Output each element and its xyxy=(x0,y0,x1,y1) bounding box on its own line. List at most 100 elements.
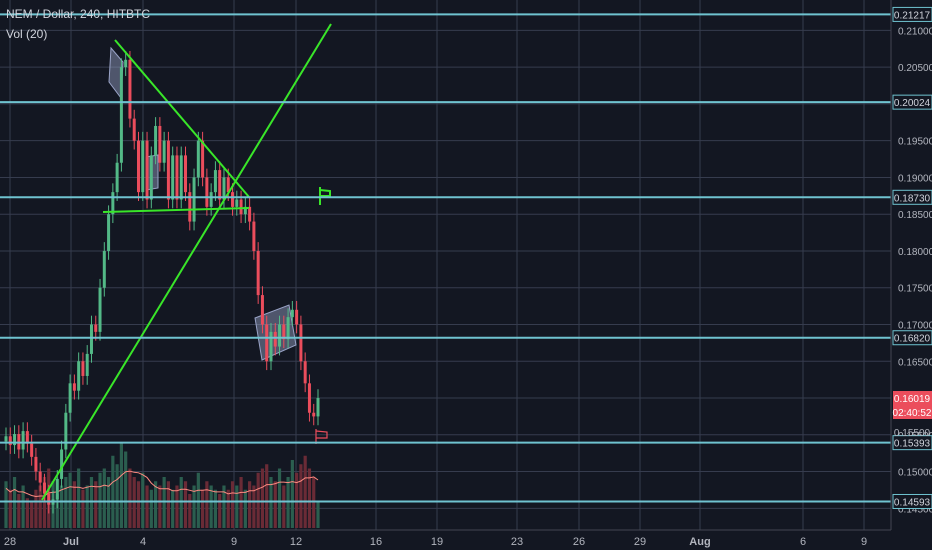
volume-bar xyxy=(282,485,286,528)
candle-body xyxy=(81,361,85,376)
candle-body xyxy=(107,214,111,251)
volume-bar xyxy=(209,485,213,528)
candle-body xyxy=(119,67,123,163)
trendline-base[interactable] xyxy=(102,207,250,213)
flag-marker-green[interactable] xyxy=(319,187,331,205)
volume-bar xyxy=(179,477,183,528)
volume-bar xyxy=(85,485,89,528)
volume-bar xyxy=(222,485,226,528)
candle-body xyxy=(256,250,260,296)
volume-bar xyxy=(303,455,307,528)
candle-body xyxy=(201,140,205,178)
time-tick-label: 26 xyxy=(573,536,585,548)
candle-body xyxy=(30,443,34,457)
volume-bar xyxy=(119,443,123,528)
flag-marker-red[interactable] xyxy=(315,429,328,444)
candle-body xyxy=(252,221,256,251)
drawing-trendlines[interactable] xyxy=(41,23,332,501)
level-tag-label: 0.16820 xyxy=(894,334,931,345)
price-tick-label: 0.15000 xyxy=(898,468,932,479)
volume-bar xyxy=(42,477,47,528)
candle-body xyxy=(175,155,179,200)
volume-bar xyxy=(277,468,282,528)
candle-body xyxy=(128,59,132,119)
candle-body xyxy=(145,140,149,200)
chart-legend: NEM / Dollar, 240, HITBTC Vol (20) xyxy=(6,4,150,44)
candle-body xyxy=(273,331,277,347)
candle-body xyxy=(55,478,59,500)
candle-body xyxy=(102,250,106,288)
trendline-descending[interactable] xyxy=(114,39,250,198)
price-axis[interactable] xyxy=(891,0,932,530)
volume-bar xyxy=(230,481,235,528)
candle-body xyxy=(260,295,264,325)
volume-bar xyxy=(132,477,136,528)
candle-body xyxy=(239,199,243,215)
time-tick-label: 28 xyxy=(4,536,16,548)
horizontal-levels[interactable] xyxy=(0,13,891,503)
volume-bar xyxy=(30,502,34,528)
level-tag-label: 0.18730 xyxy=(894,193,931,204)
volume-bar xyxy=(218,494,222,528)
candle-body xyxy=(115,162,119,193)
volume-bar xyxy=(273,481,277,528)
volume-bar xyxy=(136,481,141,528)
volume-bar xyxy=(98,472,102,528)
volume-bar xyxy=(38,485,42,528)
candle-body xyxy=(60,449,64,479)
candle-body xyxy=(154,125,158,156)
axis-corner xyxy=(891,530,932,550)
candle-body xyxy=(72,383,76,391)
candle-body xyxy=(196,140,200,178)
volume-bar xyxy=(115,464,119,528)
volume-bar xyxy=(192,485,196,528)
price-tick-label: 0.21000 xyxy=(898,26,932,37)
volume-bar xyxy=(256,472,260,528)
volume-bar xyxy=(201,489,205,528)
time-axis[interactable] xyxy=(0,530,891,550)
volume-indicator-title[interactable]: Vol (20) xyxy=(6,27,48,41)
volume-bar xyxy=(307,468,312,528)
volume-bar xyxy=(188,494,192,528)
time-tick-label: 29 xyxy=(634,536,646,548)
level-tag-box xyxy=(892,435,932,451)
symbol-title[interactable]: NEM / Dollar, 240, HITBTC xyxy=(6,7,151,21)
volume-bar xyxy=(89,477,94,528)
level-tag-box xyxy=(892,189,932,205)
level-tag-label: 0.21217 xyxy=(894,10,931,21)
volume-bar xyxy=(226,489,230,528)
candle-body xyxy=(166,140,170,200)
price-tick-label: 0.20500 xyxy=(898,63,932,74)
candle-body xyxy=(184,155,188,193)
candle-body xyxy=(179,155,183,200)
candle-body xyxy=(42,482,46,494)
volume-bar xyxy=(102,468,106,528)
candle-body xyxy=(141,140,145,193)
price-tick-label: 0.18000 xyxy=(898,247,932,258)
time-tick-label: 9 xyxy=(861,536,867,548)
trendline-ascending[interactable] xyxy=(41,23,332,501)
volume-bar xyxy=(205,481,209,528)
candle-body xyxy=(136,140,140,193)
volume-bar xyxy=(286,477,290,528)
candle-body xyxy=(226,177,230,193)
volume-bar xyxy=(145,485,149,528)
time-tick-label: 9 xyxy=(231,536,237,548)
volume-bar xyxy=(59,485,64,528)
volume-bar xyxy=(94,481,98,528)
level-tag-box xyxy=(892,94,932,110)
volume-bar xyxy=(295,472,299,528)
level-tag-label: 0.20024 xyxy=(894,98,931,109)
time-tick-label: Jul xyxy=(63,536,79,548)
candle-body xyxy=(209,192,213,207)
volume-bar xyxy=(248,481,252,528)
candle-body xyxy=(316,398,320,417)
volume-bar xyxy=(25,498,29,528)
candle-body xyxy=(269,331,273,362)
candle-body xyxy=(34,456,38,472)
level-tag-box xyxy=(892,330,932,346)
level-price-tags: 0.21217 0.20024 0.18730 0.16820 0.15393 0.145… xyxy=(892,6,932,509)
time-tick-label: Aug xyxy=(689,536,710,548)
